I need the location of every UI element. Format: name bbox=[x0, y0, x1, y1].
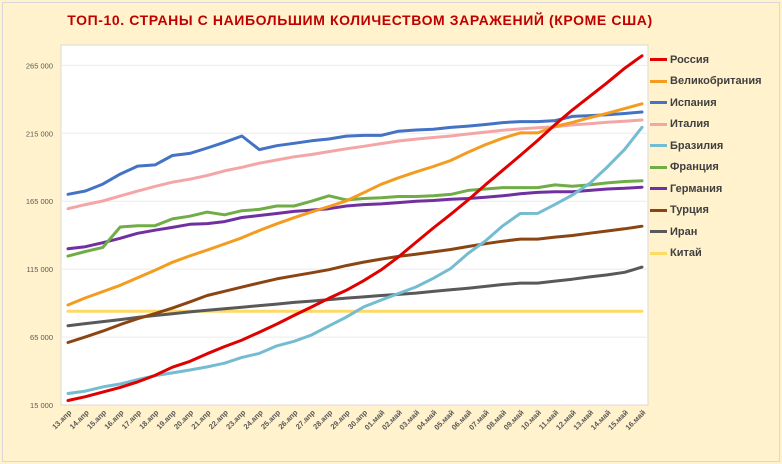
legend-item: Бразилия bbox=[650, 135, 762, 157]
legend-item: Великобритания bbox=[650, 71, 762, 93]
series-line-Бразилия bbox=[66, 125, 644, 395]
legend-label: Россия bbox=[670, 53, 710, 66]
legend-swatch bbox=[650, 79, 667, 83]
series-line-Иран bbox=[66, 265, 644, 328]
y-tick-label: 265 000 bbox=[26, 61, 53, 70]
legend-label: Испания bbox=[670, 96, 717, 109]
series-line-Испания bbox=[66, 110, 644, 196]
y-tick-label: 215 000 bbox=[26, 129, 53, 138]
legend-label: Великобритания bbox=[670, 75, 762, 88]
series-line-Италия bbox=[66, 118, 644, 211]
legend-label: Германия bbox=[670, 182, 723, 195]
x-tick-label: 16.май bbox=[624, 408, 648, 432]
legend-item: Испания bbox=[650, 92, 762, 114]
legend-label: Турция bbox=[670, 204, 709, 217]
legend-item: Италия bbox=[650, 114, 762, 136]
legend-item: Китай bbox=[650, 243, 762, 265]
legend-item: Германия bbox=[650, 178, 762, 200]
y-tick-label: 165 000 bbox=[26, 197, 53, 206]
legend-swatch bbox=[650, 58, 667, 62]
series-line-Франция bbox=[66, 179, 644, 258]
series-line-Россия bbox=[66, 54, 644, 402]
legend-swatch bbox=[650, 230, 667, 234]
series-line-Великобритания bbox=[66, 102, 644, 307]
legend-label: Бразилия bbox=[670, 139, 724, 152]
y-tick-label: 115 000 bbox=[26, 265, 53, 274]
legend: Россия Великобритания Испания Италия Бразили… bbox=[650, 49, 762, 264]
series-line-Германия bbox=[66, 185, 644, 251]
legend-swatch bbox=[650, 101, 667, 105]
y-tick-label: 65 000 bbox=[30, 333, 53, 342]
legend-swatch bbox=[650, 187, 667, 191]
legend-swatch bbox=[650, 251, 667, 255]
legend-item: Франция bbox=[650, 157, 762, 179]
legend-item: Турция bbox=[650, 200, 762, 222]
legend-swatch bbox=[650, 165, 667, 169]
legend-item: Иран bbox=[650, 221, 762, 243]
y-tick-label: 15 000 bbox=[30, 401, 53, 410]
legend-swatch bbox=[650, 144, 667, 148]
legend-label: Иран bbox=[670, 225, 698, 238]
legend-item: Россия bbox=[650, 49, 762, 71]
series-line-Турция bbox=[66, 224, 644, 344]
legend-label: Китай bbox=[670, 247, 702, 260]
legend-label: Италия bbox=[670, 118, 710, 131]
chart-title: ТОП-10. СТРАНЫ С НАИБОЛЬШИМ КОЛИЧЕСТВОМ … bbox=[67, 12, 653, 28]
legend-swatch bbox=[650, 208, 667, 212]
legend-swatch bbox=[650, 122, 667, 126]
legend-label: Франция bbox=[670, 161, 719, 174]
